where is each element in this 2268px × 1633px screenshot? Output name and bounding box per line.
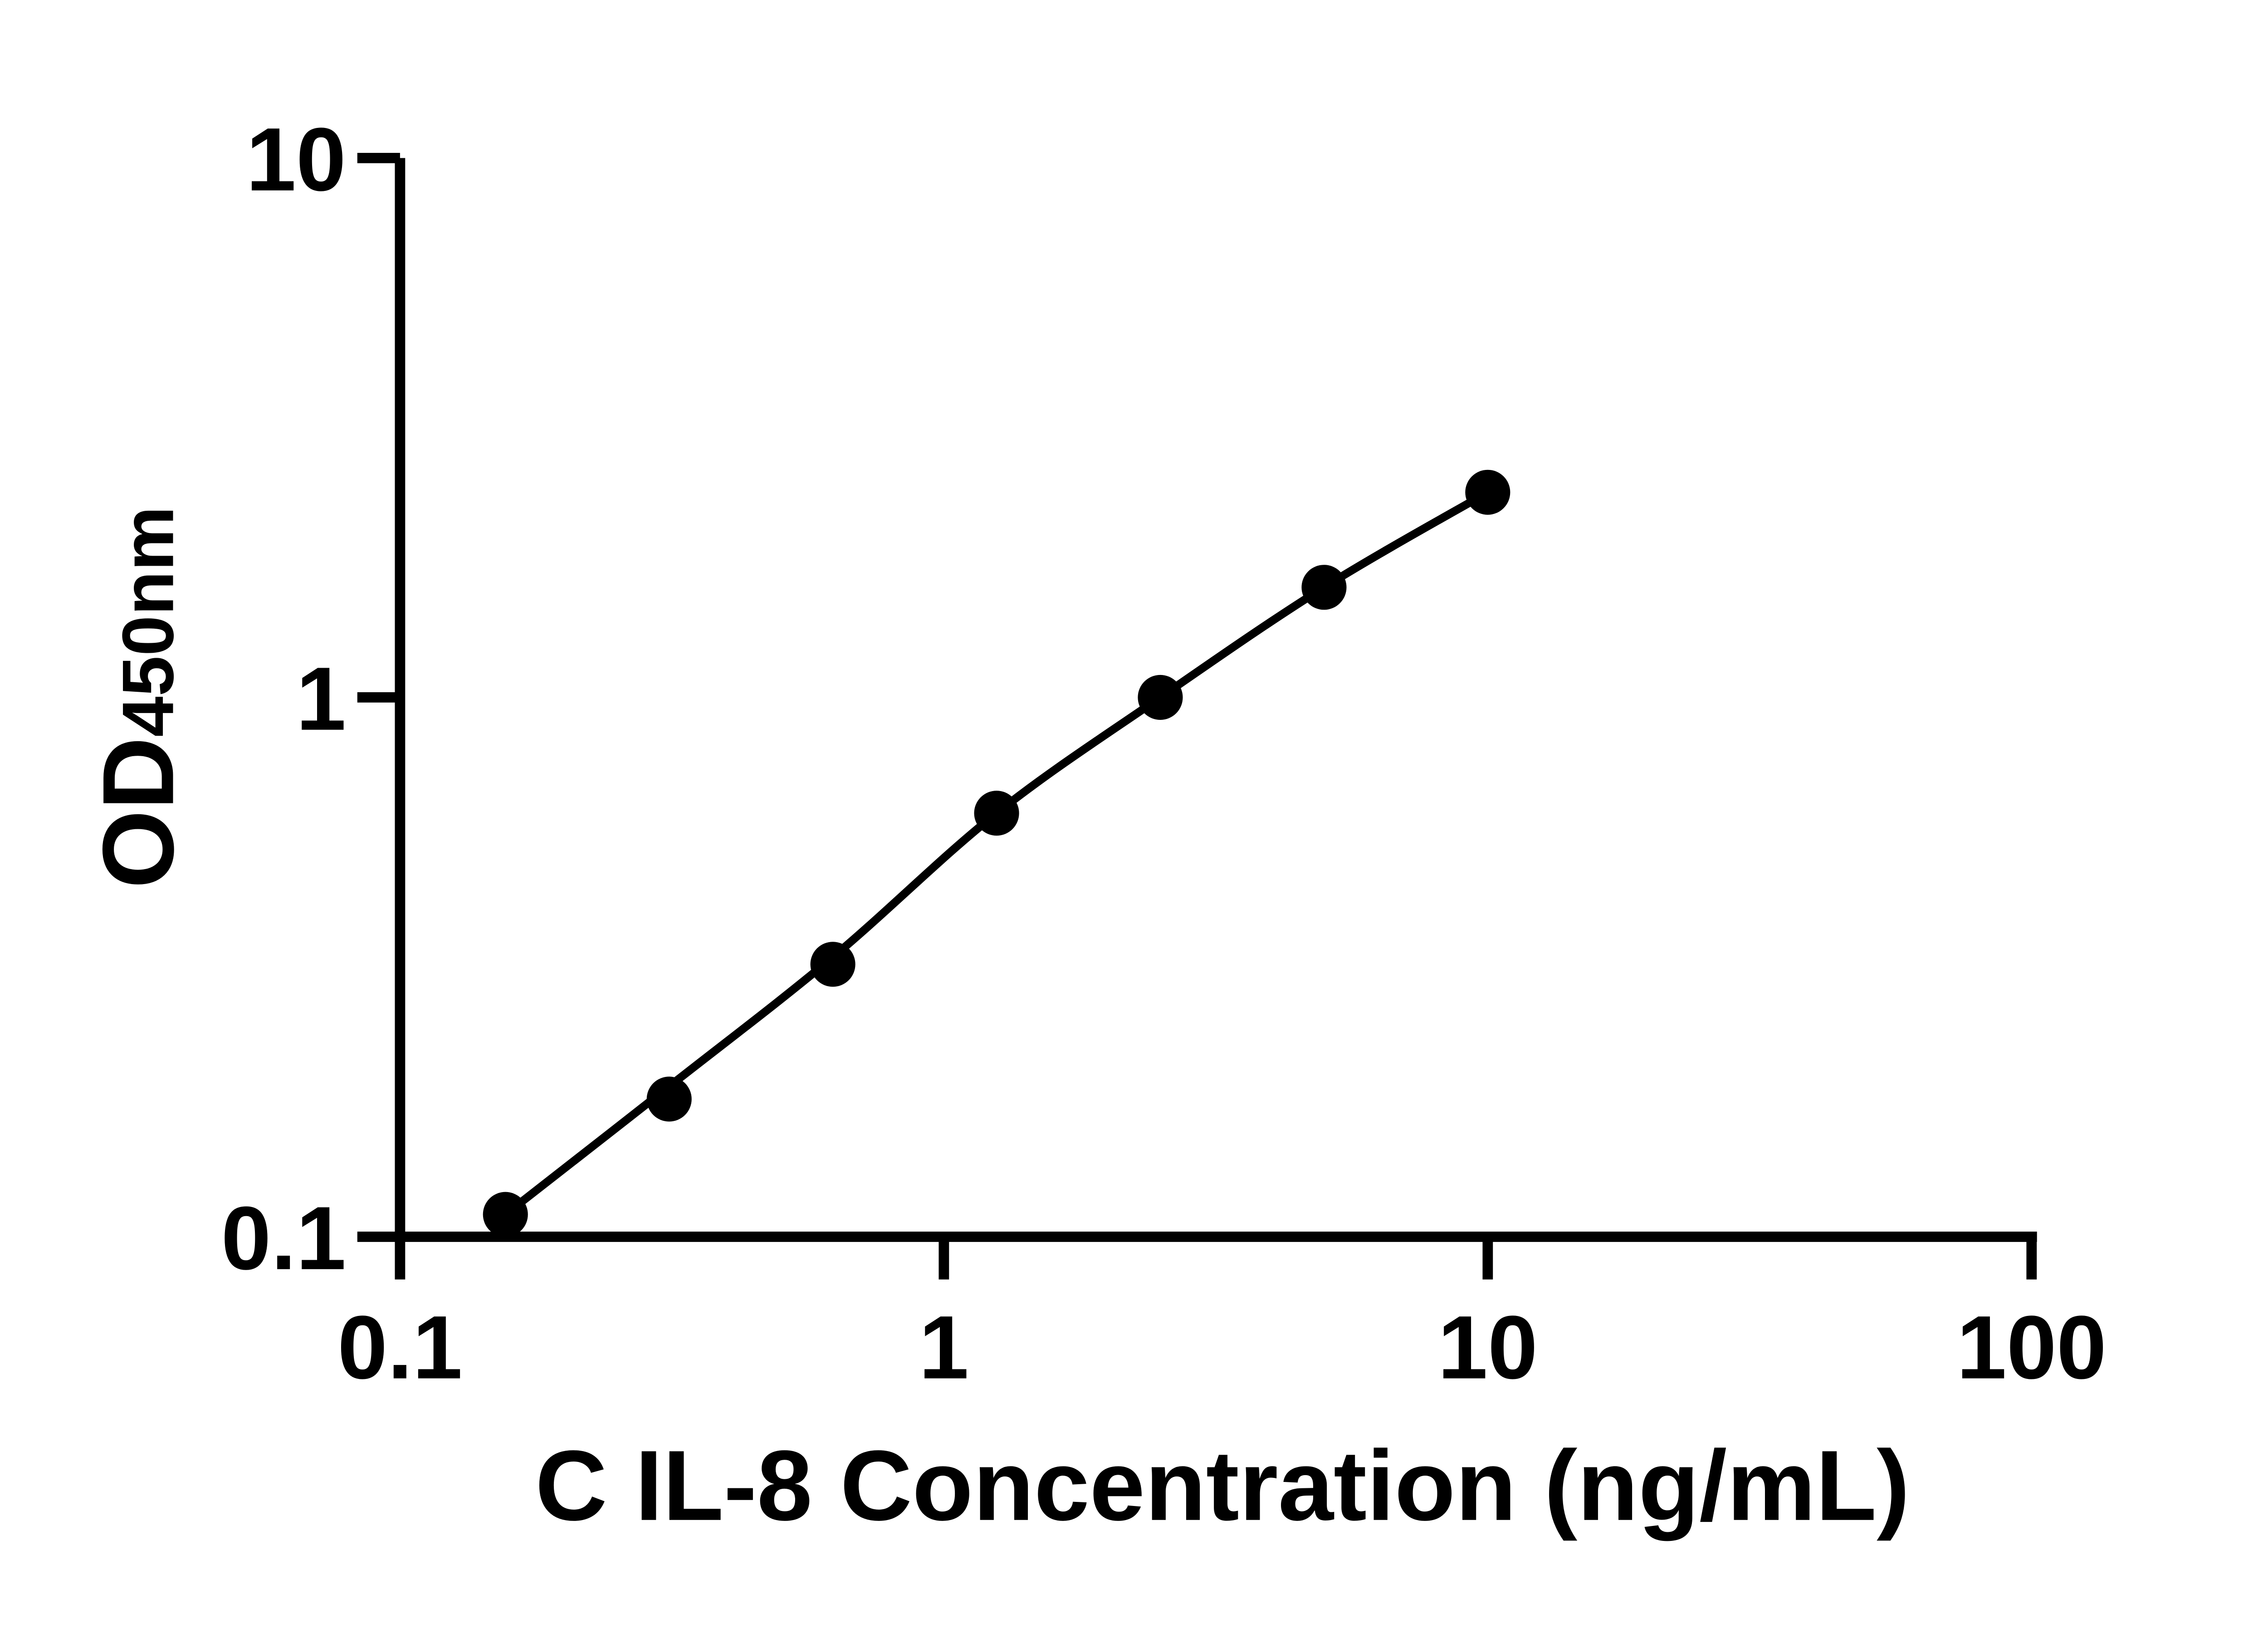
label-layer: 0.1 1 10 0.1 1 10 100 xyxy=(221,109,2107,1398)
y-axis-title: OD450nm xyxy=(82,506,195,889)
marker-layer xyxy=(483,469,1510,1237)
x-tick-label: 100 xyxy=(1956,1297,2107,1398)
x-axis-title: C IL-8 Concentration (ng/mL) xyxy=(535,1430,1910,1541)
y-tick-label: 1 xyxy=(296,649,346,749)
y-tick-label: 10 xyxy=(246,109,346,210)
tick-layer xyxy=(357,152,2037,1280)
data-point xyxy=(483,1192,528,1237)
data-point xyxy=(1138,675,1183,720)
y-axis-title-subscript: 450nm xyxy=(108,506,189,737)
data-point xyxy=(1465,469,1510,515)
x-tick-label: 0.1 xyxy=(337,1297,462,1398)
data-point xyxy=(1301,565,1347,610)
y-axis-title-base: OD xyxy=(82,737,195,889)
data-point xyxy=(974,791,1019,836)
y-tick-label: 0.1 xyxy=(221,1188,346,1288)
x-tick-label: 10 xyxy=(1438,1297,1538,1398)
x-tick-label: 1 xyxy=(919,1297,969,1398)
data-point xyxy=(646,1076,692,1122)
chart-background xyxy=(0,7,2268,1626)
data-point xyxy=(810,942,855,987)
